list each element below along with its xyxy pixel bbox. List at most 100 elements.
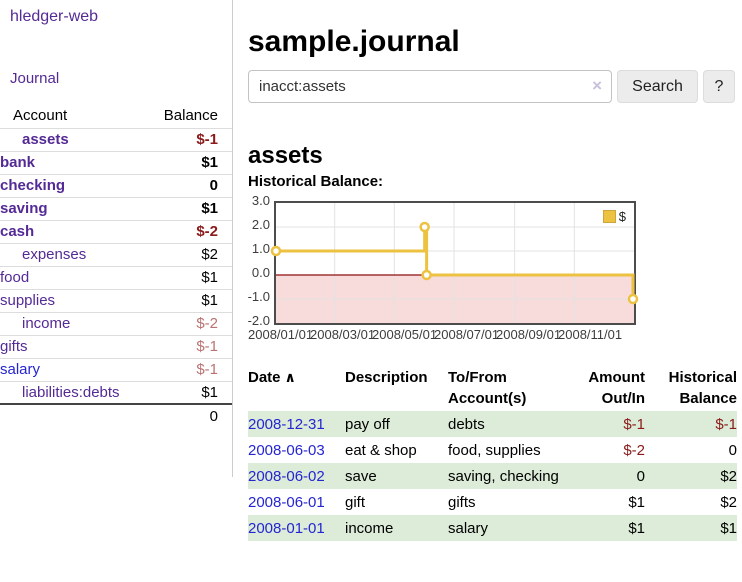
chart-marker: [419, 221, 430, 233]
x-tick-label: 2008/01/01: [248, 327, 314, 342]
account-row: supplies $1: [0, 288, 232, 312]
y-tick-label: 0.0: [251, 265, 270, 280]
transaction-description: save: [345, 468, 377, 485]
transaction-accounts: debts: [448, 416, 485, 433]
account-row: bank $1: [0, 150, 232, 174]
transaction-balance: $2: [720, 494, 737, 511]
account-balance: $-1: [146, 334, 232, 358]
y-tick-label: -1.0: [247, 289, 270, 304]
legend-label: $: [618, 209, 626, 224]
transaction-date-link[interactable]: 2008-06-01: [248, 494, 325, 511]
accounts-header-row: Account Balance: [0, 103, 232, 129]
account-balance: 0: [146, 173, 232, 197]
chart-legend: $: [600, 208, 628, 225]
register-row: 2008-01-01 income salary $1 $1: [248, 515, 737, 541]
sidebar-divider: [232, 0, 233, 477]
accounts-total-row: 0: [0, 403, 232, 427]
transaction-date-link[interactable]: 2008-06-02: [248, 468, 325, 485]
page-title: sample.journal: [248, 25, 460, 59]
transaction-date-link[interactable]: 2008-12-31: [248, 416, 325, 433]
search-button[interactable]: Search: [617, 70, 698, 103]
account-balance: $-2: [146, 219, 232, 243]
account-row: cash $-2: [0, 219, 232, 243]
register-header-row: Date ∧ Description To/From Account(s) Amo…: [248, 365, 737, 411]
description-column-header: Description: [345, 369, 428, 386]
transaction-amount: $1: [628, 494, 645, 511]
help-button[interactable]: ?: [703, 70, 735, 103]
account-balance: $2: [146, 242, 232, 266]
account-link-liabilities-debts[interactable]: liabilities:debts: [22, 383, 120, 401]
transaction-amount: 0: [636, 468, 645, 485]
y-tick-label: 3.0: [251, 193, 270, 208]
register-table: Date ∧ Description To/From Account(s) Amo…: [248, 365, 737, 541]
account-link-gifts[interactable]: gifts: [0, 338, 28, 355]
transaction-accounts: saving, checking: [448, 468, 559, 485]
y-tick-label: -2.0: [247, 313, 270, 328]
account-link-assets[interactable]: assets: [22, 131, 69, 148]
transaction-balance: $2: [720, 468, 737, 485]
register-row: 2008-06-03 eat & shop food, supplies $-2…: [248, 437, 737, 463]
search-field-wrap: ×: [248, 70, 612, 103]
balance-chart: $: [270, 201, 639, 325]
transaction-balance: $1: [720, 520, 737, 537]
account-balance: $1: [146, 196, 232, 220]
account-row: gifts $-1: [0, 334, 232, 358]
y-tick-label: 2.0: [251, 217, 270, 232]
chart-marker: [627, 293, 639, 305]
app-brand-link[interactable]: hledger-web: [10, 8, 99, 25]
historical-balance-label: Historical Balance:: [248, 173, 384, 190]
account-column-header: Account: [0, 103, 147, 129]
account-link-bank[interactable]: bank: [0, 154, 36, 171]
register-row: 2008-06-01 gift gifts $1 $2: [248, 489, 737, 515]
transaction-description: gift: [345, 494, 366, 511]
transaction-accounts: salary: [448, 520, 489, 537]
date-column-header[interactable]: Date ∧: [248, 369, 296, 386]
sidebar-accounts-table: Account Balance assets $-1 bank $1 check…: [0, 103, 232, 427]
account-row: salary $-1: [0, 357, 232, 381]
x-tick-label: 2008/07/01: [434, 327, 500, 342]
legend-swatch-icon: [602, 210, 616, 223]
account-row: checking 0: [0, 173, 232, 197]
transaction-amount: $-2: [623, 442, 645, 459]
account-row: saving $1: [0, 196, 232, 220]
account-row: assets $-1: [0, 127, 232, 151]
x-tick-label: 2008/05/01: [372, 327, 438, 342]
account-heading: assets: [248, 141, 323, 169]
account-row: expenses $2: [0, 242, 232, 266]
account-link-salary[interactable]: salary: [0, 361, 41, 378]
account-row: income $-2: [0, 311, 232, 335]
y-tick-label: 1.0: [251, 241, 270, 256]
transaction-date-link[interactable]: 2008-06-03: [248, 442, 325, 459]
account-link-cash[interactable]: cash: [0, 223, 35, 240]
chart-marker: [270, 245, 282, 257]
account-link-supplies[interactable]: supplies: [0, 292, 56, 309]
amount-column-header: Amount Out/In: [588, 369, 645, 407]
transaction-accounts: food, supplies: [448, 442, 541, 459]
account-link-income[interactable]: income: [22, 315, 71, 332]
x-tick-label: 2008/03/01: [310, 327, 376, 342]
account-link-saving[interactable]: saving: [0, 200, 48, 217]
x-tick-label: 2008/11/01: [558, 327, 623, 342]
clear-search-icon[interactable]: ×: [592, 76, 602, 95]
account-balance: $1: [146, 150, 232, 174]
accounts-total-balance: 0: [146, 403, 232, 427]
account-link-expenses[interactable]: expenses: [22, 246, 87, 263]
account-link-food[interactable]: food: [0, 269, 30, 286]
account-balance: $-1: [146, 357, 232, 381]
search-input[interactable]: [249, 71, 611, 102]
balance-chart-canvas: [270, 203, 639, 323]
transaction-description: income: [345, 520, 394, 537]
account-balance: $1: [146, 265, 232, 289]
sort-ascending-icon: ∧: [284, 369, 296, 385]
transaction-description: pay off: [345, 416, 390, 433]
transaction-description: eat & shop: [345, 442, 417, 459]
chart-marker: [421, 269, 432, 281]
sidebar-item-journal[interactable]: Journal: [10, 70, 60, 87]
account-link-checking[interactable]: checking: [0, 177, 66, 194]
transaction-balance: $-1: [715, 416, 737, 433]
transaction-date-link[interactable]: 2008-01-01: [248, 520, 325, 537]
balance-column-header: Balance: [146, 103, 232, 129]
transaction-amount: $-1: [623, 416, 645, 433]
x-tick-label: 2008/09/01: [496, 327, 562, 342]
register-row: 2008-12-31 pay off debts $-1 $-1: [248, 411, 737, 437]
